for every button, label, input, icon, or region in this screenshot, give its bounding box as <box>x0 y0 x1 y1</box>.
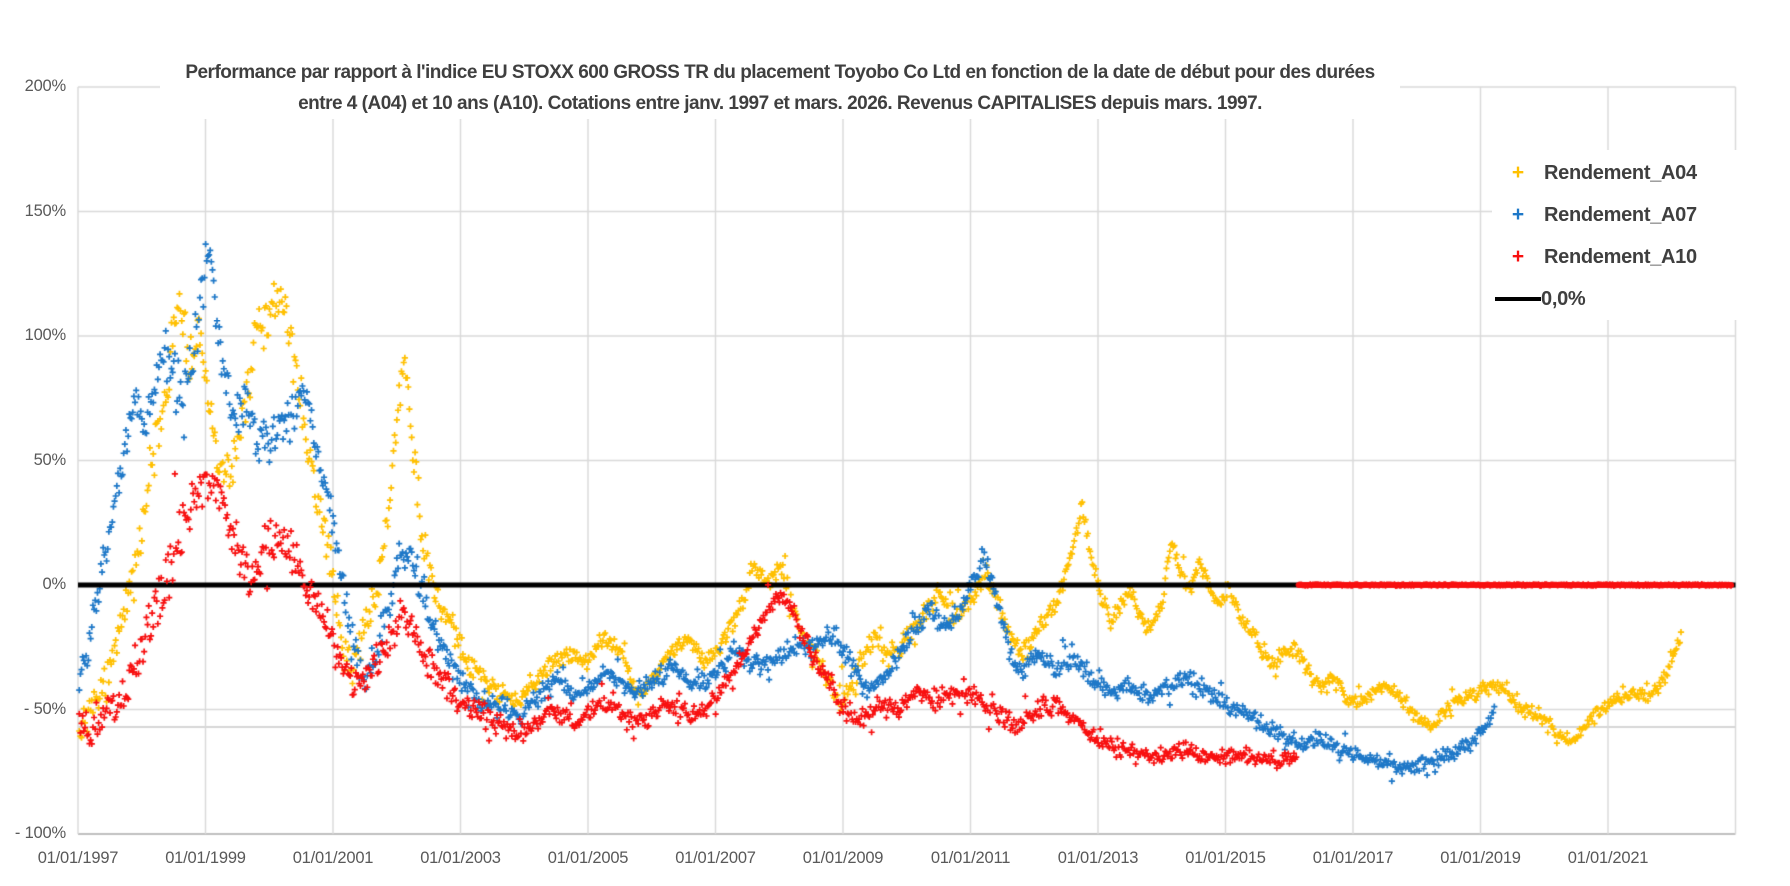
y-tick-label: - 100% <box>14 824 66 842</box>
x-tick-label: 01/01/2019 <box>1440 849 1521 867</box>
x-tick-label: 01/01/1999 <box>165 849 246 867</box>
chart-legend: + Rendement_A04 + Rendement_A07 + Rendem… <box>1492 150 1784 320</box>
x-tick-label: 01/01/2005 <box>547 849 629 867</box>
plus-marker-icon: + <box>1511 245 1525 268</box>
x-tick-label: 01/01/2011 <box>930 849 1011 867</box>
x-tick-label: 01/01/2013 <box>1057 849 1139 867</box>
legend-item-a10[interactable]: + Rendement_A10 <box>1492 236 1784 278</box>
x-tick-label: 01/01/2003 <box>420 849 501 867</box>
legend-label-zero: 0,0% <box>1541 287 1586 310</box>
y-tick-label: 0% <box>42 575 67 593</box>
legend-item-a04[interactable]: + Rendement_A04 <box>1492 152 1784 194</box>
x-tick-label: 01/01/2009 <box>802 849 884 867</box>
y-tick-label: 50% <box>33 450 67 469</box>
plus-marker-icon: + <box>1511 161 1525 184</box>
legend-label-a10: Rendement_A10 <box>1544 245 1697 268</box>
x-tick-label: 01/01/2015 <box>1185 849 1266 867</box>
legend-label-a04: Rendement_A04 <box>1544 161 1697 184</box>
x-tick-label: 01/01/2017 <box>1312 849 1394 867</box>
y-tick-label: 200% <box>24 77 67 95</box>
x-tick-label: 01/01/2001 <box>292 849 374 867</box>
x-tick-label: 01/01/2021 <box>1567 849 1649 867</box>
y-tick-label: 100% <box>24 326 67 344</box>
x-tick-label: 01/01/2007 <box>675 849 756 867</box>
x-tick-label: 01/01/1997 <box>37 849 119 867</box>
black-line-icon <box>1495 297 1541 301</box>
legend-item-a07[interactable]: + Rendement_A07 <box>1492 194 1784 236</box>
legend-item-zero-line[interactable]: 0,0% <box>1492 278 1784 320</box>
chart-title-line1: Performance par rapport à l'indice EU ST… <box>185 62 1375 83</box>
y-tick-label: - 50% <box>23 699 66 718</box>
chart-title: Performance par rapport à l'indice EU ST… <box>160 57 1400 119</box>
y-tick-label: 150% <box>24 201 67 220</box>
legend-label-a07: Rendement_A07 <box>1544 203 1697 226</box>
plus-marker-icon: + <box>1511 203 1525 226</box>
chart-title-line2: entre 4 (A04) et 10 ans (A10). Cotations… <box>298 93 1262 114</box>
